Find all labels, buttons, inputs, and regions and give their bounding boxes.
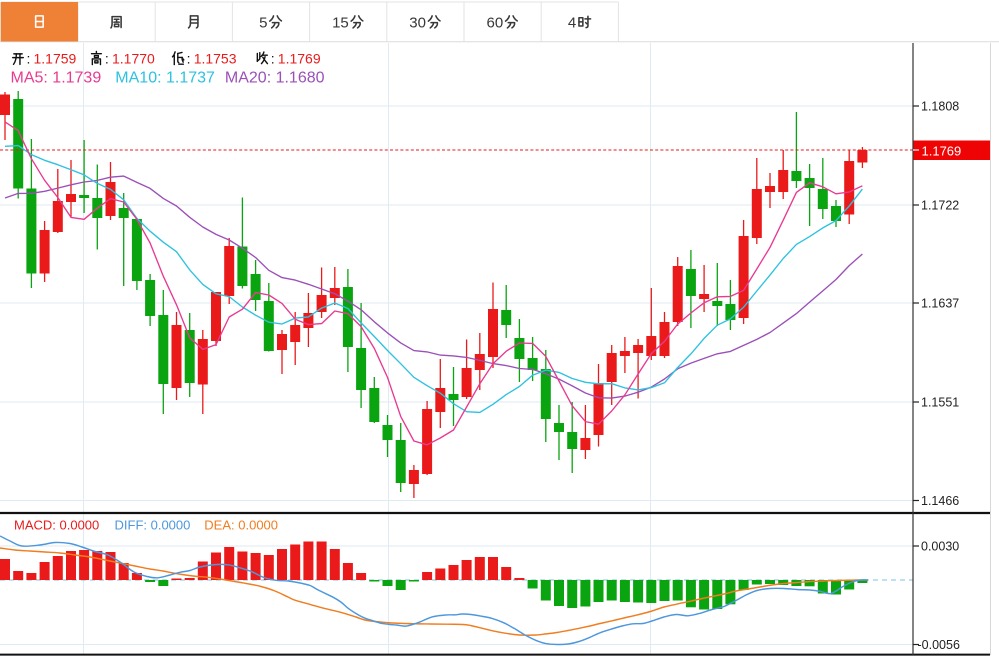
svg-text:1.1466: 1.1466 — [921, 494, 959, 508]
svg-text::: : — [187, 51, 191, 67]
svg-text:30: 30 — [409, 14, 426, 31]
svg-text::: : — [27, 51, 31, 67]
svg-text:1.1759: 1.1759 — [34, 51, 77, 67]
svg-text::: : — [271, 51, 275, 67]
svg-text:MACD: 0.0000: MACD: 0.0000 — [14, 518, 99, 533]
svg-text:60: 60 — [487, 14, 504, 31]
svg-text::: : — [105, 51, 109, 67]
svg-text:DEA: 0.0000: DEA: 0.0000 — [204, 518, 278, 533]
svg-text:4: 4 — [568, 14, 576, 31]
svg-text:MA10: 1.1737: MA10: 1.1737 — [115, 70, 215, 87]
svg-text:-0.0056: -0.0056 — [918, 638, 960, 652]
svg-text:1.1769: 1.1769 — [922, 144, 962, 159]
svg-text:5: 5 — [259, 14, 267, 31]
svg-text:MA20: 1.1680: MA20: 1.1680 — [225, 70, 325, 87]
svg-text:1.1551: 1.1551 — [921, 396, 959, 410]
svg-text:1.1637: 1.1637 — [921, 297, 959, 311]
svg-text:1.1722: 1.1722 — [921, 199, 959, 213]
svg-text:DIFF: 0.0000: DIFF: 0.0000 — [115, 518, 191, 533]
svg-text:MA5: 1.1739: MA5: 1.1739 — [11, 70, 102, 87]
svg-text:1.1770: 1.1770 — [112, 51, 155, 67]
svg-text:1.1769: 1.1769 — [278, 51, 321, 67]
svg-text:1.1808: 1.1808 — [921, 100, 959, 114]
svg-text:15: 15 — [332, 14, 349, 31]
svg-text:1.1753: 1.1753 — [194, 51, 237, 67]
svg-text:0.0030: 0.0030 — [921, 540, 959, 554]
